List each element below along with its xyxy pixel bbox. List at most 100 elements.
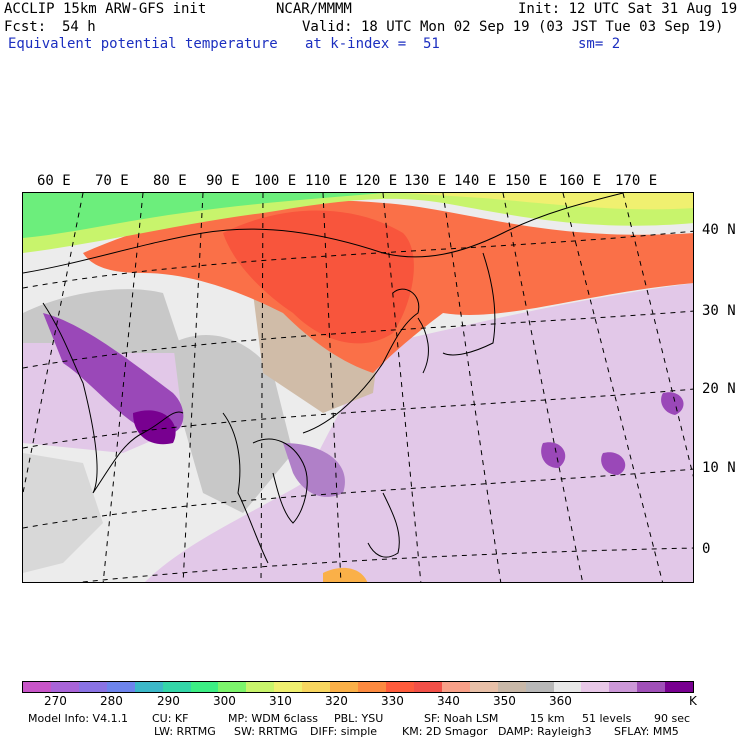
grid-lon-140 <box>502 193 584 582</box>
lon-label-150e: 150 E <box>505 173 548 189</box>
colorbar-tick-340: 340 <box>437 694 460 708</box>
purple-scs <box>283 443 345 497</box>
colorbar-swatch <box>469 682 498 692</box>
lon-label-70e: 70 E <box>95 173 129 189</box>
colorbar-tick-300: 300 <box>213 694 236 708</box>
lon-label-100e: 100 E <box>254 173 297 189</box>
coast-korea <box>417 317 429 374</box>
orange-south <box>323 567 368 582</box>
green-north <box>23 193 383 238</box>
lat-label-40n: 40 N <box>702 222 736 238</box>
colorbar-swatch <box>581 682 610 692</box>
lon-label-140e: 140 E <box>454 173 497 189</box>
lon-label-80e: 80 E <box>153 173 187 189</box>
gray-indian-ocean <box>23 453 103 573</box>
footer-mp: MP: WDM 6class <box>228 712 318 725</box>
colorbar-swatch <box>274 682 303 692</box>
colorbar-tick-360: 360 <box>549 694 572 708</box>
lat-label-0: 0 <box>702 541 711 557</box>
grid-lat-0 <box>77 547 693 582</box>
grid-lon-70 <box>23 193 84 494</box>
field-name: Equivalent potential temperature <box>8 36 278 52</box>
colorbar-swatch <box>358 682 386 692</box>
colorbar-swatch <box>497 682 526 692</box>
footer-km: KM: 2D Smagor <box>402 725 488 738</box>
colorbar-tick-280: 280 <box>100 694 123 708</box>
colorbar-swatch <box>637 682 666 692</box>
coast-japan <box>442 252 496 356</box>
footer-timestep: 90 sec <box>654 712 691 725</box>
lat-label-20n: 20 N <box>702 381 736 397</box>
coast-indochina <box>252 438 308 524</box>
colorbar-swatch <box>134 682 163 692</box>
forecast-hours: 54 h <box>62 19 96 35</box>
lon-label-170e: 170 E <box>615 173 658 189</box>
forecast-label: Fcst: <box>4 19 47 35</box>
gray-indochina <box>173 334 293 513</box>
colorbar-swatch <box>106 682 135 692</box>
colorbar-tick-330: 330 <box>381 694 404 708</box>
coast-india <box>42 302 184 494</box>
theta-e-map <box>22 192 694 583</box>
purple-india <box>43 313 184 435</box>
grid-lon-150 <box>562 193 664 582</box>
footer-sflay: SFLAY: MM5 <box>614 725 679 738</box>
colorbar <box>22 681 694 693</box>
colorbar-swatch <box>246 682 275 692</box>
org-label: NCAR/MMMM <box>276 1 352 17</box>
coast-china <box>302 288 420 434</box>
level-label: at k-index = 51 <box>305 36 440 52</box>
red-core <box>223 210 414 344</box>
lon-label-60e: 60 E <box>37 173 71 189</box>
colorbar-swatch <box>50 682 79 692</box>
colorbar-swatch <box>302 682 331 692</box>
map-canvas <box>23 193 693 582</box>
colorbar-swatch <box>665 682 694 692</box>
footer-sf: SF: Noah LSM <box>424 712 499 725</box>
footer-diff: DIFF: simple <box>310 725 378 738</box>
lilac-tropics <box>145 283 693 582</box>
lon-label-110e: 110 E <box>305 173 348 189</box>
colorbar-swatch <box>190 682 219 692</box>
colorbar-swatch <box>385 682 414 692</box>
lon-label-130e: 130 E <box>404 173 447 189</box>
colorbar-swatch <box>23 682 51 692</box>
coast-philippines <box>367 492 400 558</box>
colorbar-swatch <box>441 682 470 692</box>
colorbar-swatch <box>218 682 247 692</box>
colorbar-tick-350: 350 <box>493 694 516 708</box>
lon-label-90e: 90 E <box>206 173 240 189</box>
colorbar-swatch <box>162 682 191 692</box>
footer-lw: LW: RRTMG <box>154 725 216 738</box>
colorbar-tick-270: 270 <box>44 694 67 708</box>
colorbar-swatch <box>330 682 359 692</box>
lon-label-120e: 120 E <box>355 173 398 189</box>
valid-time: Valid: 18 UTC Mon 02 Sep 19 (03 JST Tue … <box>302 19 724 35</box>
smoothing-label: sm= 2 <box>578 36 621 52</box>
yellow-north <box>403 193 693 210</box>
colorbar-tick-320: 320 <box>325 694 348 708</box>
lat-label-10n: 10 N <box>702 460 736 476</box>
footer-resolution: 15 km <box>530 712 565 725</box>
lon-label-160e: 160 E <box>559 173 602 189</box>
footer-model-info: Model Info: V4.1.1 <box>28 712 129 725</box>
purple-pacific-1 <box>541 442 566 468</box>
coastlines <box>23 193 624 564</box>
colorbar-swatch <box>78 682 107 692</box>
footer-sw: SW: RRTMG <box>234 725 298 738</box>
colorbar-unit: K <box>689 694 697 708</box>
model-title: ACCLIP 15km ARW-GFS init <box>4 1 207 17</box>
colorbar-tick-290: 290 <box>157 694 180 708</box>
footer-levels: 51 levels <box>582 712 632 725</box>
colorbar-swatch <box>609 682 638 692</box>
purple-pacific-2 <box>601 452 626 475</box>
coast-myanmar <box>222 412 269 564</box>
border-north <box>23 193 624 274</box>
init-time: Init: 12 UTC Sat 31 Aug 19 <box>518 1 738 17</box>
footer-pbl: PBL: YSU <box>334 712 384 725</box>
colorbar-tick-310: 310 <box>269 694 292 708</box>
lat-lon-grid <box>23 193 693 582</box>
footer-cu: CU: KF <box>152 712 189 725</box>
footer-damp: DAMP: Rayleigh3 <box>498 725 592 738</box>
colorbar-swatch <box>413 682 442 692</box>
